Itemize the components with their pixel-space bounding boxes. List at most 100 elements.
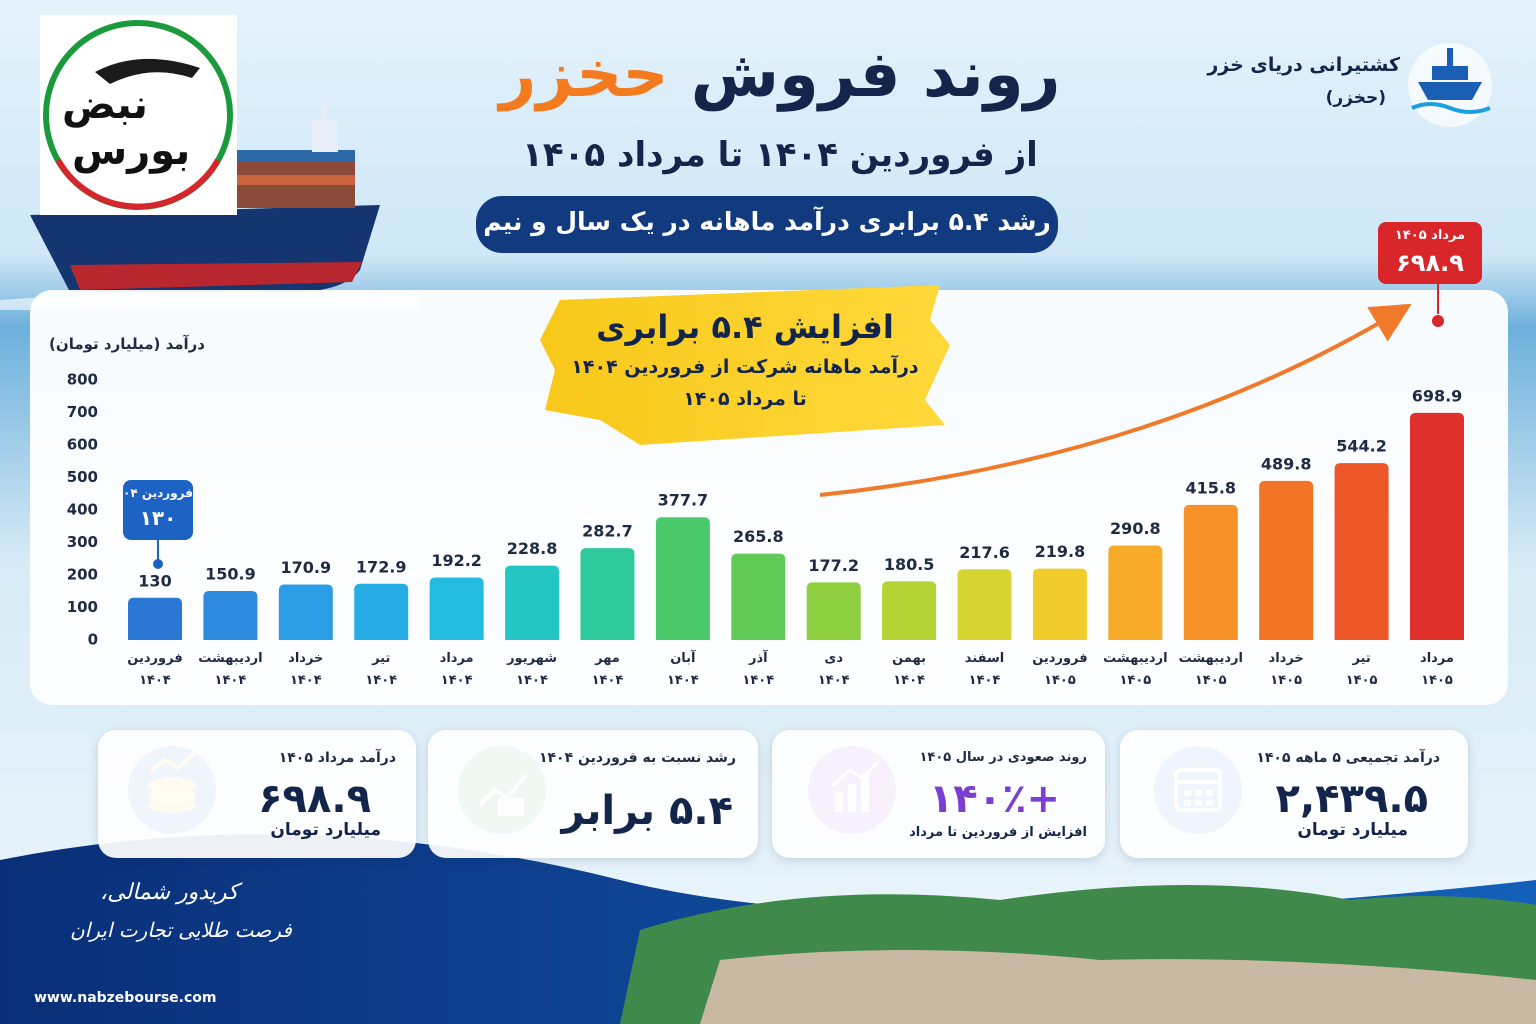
bar	[278, 584, 333, 640]
y-tick-label: 100	[67, 598, 98, 616]
ship	[0, 100, 420, 310]
y-axis-label: درآمد (میلیارد تومان)	[49, 335, 205, 353]
x-tick-label: شهریور ۱۴۰۴	[507, 651, 558, 688]
bar	[1259, 480, 1314, 640]
banner-pill	[476, 196, 1058, 253]
y-tick-label: 600	[67, 436, 98, 454]
bar	[1334, 463, 1389, 640]
title: روند فروش حخزر	[440, 38, 1120, 112]
bar	[1108, 545, 1163, 640]
bar	[882, 581, 937, 640]
stat-card: درآمد مرداد ۱۴۰۵ ۶۹۸.۹ میلیارد تومان	[98, 730, 416, 858]
value-label: 415.8	[1185, 478, 1236, 497]
port	[700, 950, 1536, 1024]
value-label: 265.8	[733, 527, 784, 546]
bar	[1410, 412, 1464, 640]
card-value: ۲,۴۳۹.۵	[1275, 776, 1428, 822]
callouts	[123, 222, 1482, 569]
company-ticker: (حخزر)	[1325, 88, 1386, 108]
value-label: 544.2	[1336, 437, 1387, 456]
bar	[1183, 504, 1238, 640]
card-value: ۶۹۸.۹	[258, 776, 371, 822]
value-label: 172.9	[356, 557, 407, 576]
bar	[731, 553, 786, 640]
stat-card: روند صعودی در سال ۱۴۰۵ +۱۴۰٪ افزایش از ف…	[772, 730, 1105, 858]
card-unit: میلیارد تومان	[1297, 820, 1408, 840]
end-callout-box	[1378, 222, 1482, 284]
start-callout-value: ۱۳۰	[139, 506, 177, 530]
value-label: 150.9	[205, 564, 256, 583]
value-label: 228.8	[507, 539, 558, 558]
value-label: 489.8	[1261, 454, 1312, 473]
highlight-title: افزایش ۵.۴ برابری	[596, 308, 894, 346]
x-tick-label: مرداد ۱۴۰۵	[1420, 651, 1454, 688]
bar	[957, 569, 1012, 640]
card-value: +۱۴۰٪	[928, 776, 1060, 822]
y-tick-label: 200	[67, 566, 98, 584]
x-tick-label: اردیبهشت ۱۴۰۵	[1103, 651, 1168, 688]
banner: رشد ۵.۴ برابری درآمد ماهانه در یک سال و …	[483, 207, 1051, 236]
value-label: 698.9	[1412, 386, 1463, 405]
bar	[1032, 568, 1087, 640]
y-tick-label: 400	[67, 501, 98, 519]
logo-text: نبض	[62, 82, 148, 128]
start-callout-dot	[153, 559, 163, 569]
bar	[580, 548, 635, 640]
x-tick-label: آذر ۱۴۰۴	[742, 651, 775, 688]
value-label: 219.8	[1035, 542, 1086, 561]
subtitle: از فروردین ۱۴۰۴ تا مرداد ۱۴۰۵	[522, 135, 1038, 175]
logo-text: بورس	[72, 128, 191, 174]
x-tick-label: خرداد ۱۴۰۴	[288, 651, 324, 688]
value-label: 177.2	[808, 556, 859, 575]
company-name: کشتیرانی دریای خزر	[1207, 54, 1400, 76]
x-tick-label: دی ۱۴۰۴	[817, 651, 850, 688]
title-main: روند فروش	[690, 38, 1061, 112]
card-title: درآمد تجمیعی ۵ ماهه ۱۴۰۵	[1256, 750, 1440, 766]
value-label: 170.9	[281, 558, 332, 577]
bar	[429, 577, 484, 640]
x-tick-label: بهمن ۱۴۰۴	[892, 651, 927, 688]
start-callout-box	[123, 480, 193, 540]
x-tick-label: اسفند ۱۴۰۴	[964, 651, 1005, 688]
start-callout-period: فروردین ۱۴۰۴	[108, 486, 193, 500]
end-callout-value: ۶۹۸.۹	[1396, 249, 1464, 277]
card-title: روند صعودی در سال ۱۴۰۵	[919, 750, 1087, 765]
card-unit: میلیارد تومان	[270, 820, 381, 840]
x-tick-label: آبان ۱۴۰۴	[667, 651, 699, 688]
y-tick-label: 300	[67, 533, 98, 551]
y-tick-label: 700	[67, 403, 98, 421]
x-tick-label: خرداد ۱۴۰۵	[1268, 651, 1304, 688]
slogan: فرصت طلایی تجارت ایران	[70, 918, 292, 942]
x-tick-label: تیر ۱۴۰۵	[1345, 651, 1378, 688]
company-icon	[1408, 43, 1492, 127]
logo	[40, 15, 237, 215]
stat-card: رشد نسبت به فروردین ۱۴۰۴ ۵.۴ برابر	[428, 730, 758, 858]
x-tick-label: فروردین ۱۴۰۴	[127, 651, 183, 688]
x-tick-label: فروردین ۱۴۰۵	[1032, 651, 1088, 688]
x-tick-label: مهر ۱۴۰۴	[591, 651, 624, 688]
highlight-text: درآمد ماهانه شرکت از فروردین ۱۴۰۴	[571, 356, 919, 378]
bar	[655, 517, 710, 640]
highlight-brush	[540, 285, 950, 445]
x-tick-label: اردیبهشت ۱۴۰۴	[198, 651, 263, 688]
card-title: رشد نسبت به فروردین ۱۴۰۴	[538, 750, 736, 766]
card-unit: افزایش از فروردین تا مرداد	[909, 825, 1087, 840]
y-tick-label: 500	[67, 468, 98, 486]
y-tick-label: 800	[67, 371, 98, 389]
value-label: 192.2	[431, 551, 482, 570]
title-highlight: حخزر	[499, 38, 669, 112]
bar	[128, 597, 182, 640]
highlight-text: تا مرداد ۱۴۰۵	[683, 388, 807, 410]
value-label: 290.8	[1110, 519, 1161, 538]
stat-card: درآمد تجمیعی ۵ ماهه ۱۴۰۵ ۲,۴۳۹.۵ میلیارد…	[1120, 730, 1468, 858]
x-tick-label: اردیبهشت ۱۴۰۵	[1178, 651, 1243, 688]
card-value: ۵.۴ برابر	[561, 788, 733, 834]
x-tick-label: مرداد ۱۴۰۴	[439, 651, 474, 688]
bar	[505, 565, 560, 640]
slogan: کریدور شمالی،	[100, 880, 239, 905]
trend-arrow	[819, 303, 1412, 497]
y-tick-label: 0	[88, 631, 98, 649]
bar	[203, 590, 258, 640]
